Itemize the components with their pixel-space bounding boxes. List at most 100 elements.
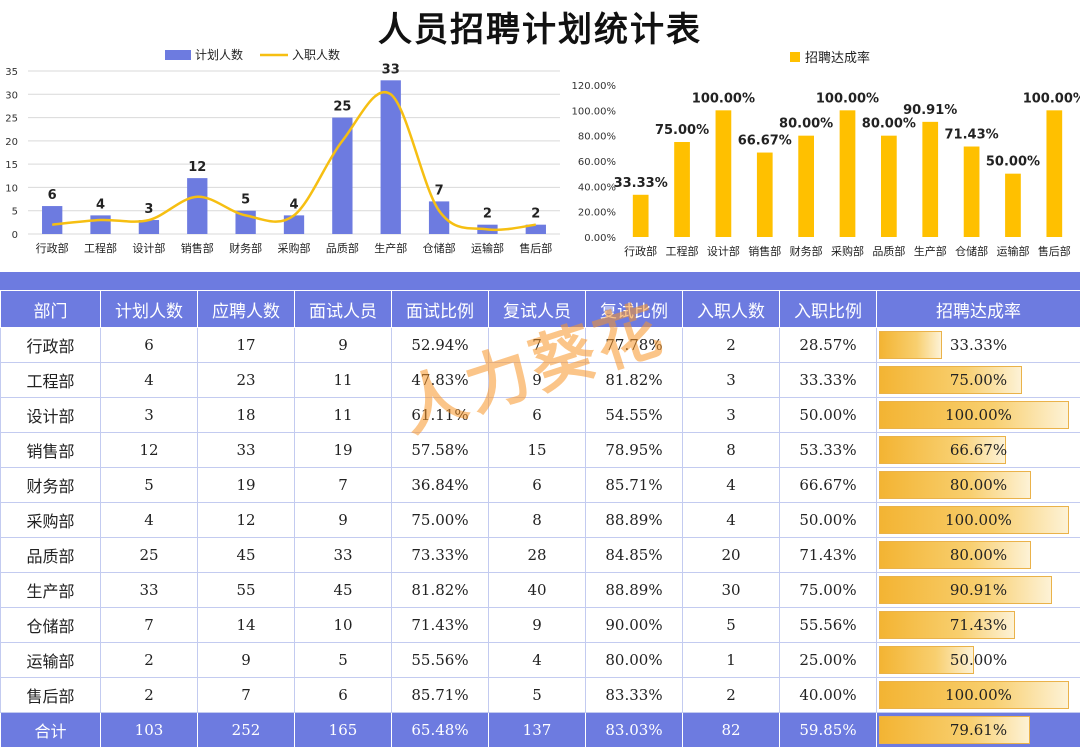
page-title: 人员招聘计划统计表 — [378, 10, 702, 50]
table-cell: 83.33% — [585, 677, 683, 713]
table-row: 售后部 2 7 6 85.71% 5 83.33% 2 40.00% 100.00% — [0, 677, 1080, 713]
bar-plan — [283, 215, 305, 234]
table-cell: 4 — [100, 502, 198, 538]
rate-value: 80.00% — [949, 546, 1008, 564]
y-tick-label: 0.00% — [584, 233, 616, 244]
bar-rate — [756, 152, 773, 237]
table-cell: 33 — [294, 537, 392, 573]
table-cell: 6 — [488, 467, 586, 503]
table-row: 生产部 33 55 45 81.82% 40 88.89% 30 75.00% 90.91% — [0, 572, 1080, 608]
rate-databar — [879, 331, 942, 359]
x-tick-label: 售后部 — [519, 241, 552, 255]
rate-databar — [879, 681, 1069, 709]
y-tick-label: 120.00% — [572, 81, 617, 92]
bar-rate — [798, 135, 814, 237]
x-tick-label: 工程部 — [84, 241, 117, 255]
table-cell: 6 — [488, 397, 586, 433]
table-cell: 19 — [197, 467, 295, 503]
table-cell: 5 — [488, 677, 586, 713]
x-tick-label: 销售部 — [181, 241, 214, 255]
table-cell: 75.00% — [391, 502, 489, 538]
bar-data-label: 80.00% — [862, 117, 916, 132]
rate-cell: 90.91% — [876, 572, 1080, 608]
rate-databar — [879, 716, 1030, 744]
legend-label-plan: 计划人数 — [195, 47, 243, 62]
x-tick-label: 设计部 — [707, 244, 740, 258]
dept-cell: 售后部 — [0, 677, 101, 713]
table-cell: 1 — [682, 642, 780, 678]
recruit-table: 部门 计划人数 应聘人数 面试人员 面试比例 复试人员 复试比例 入职人数 入职比例 招聘达成率 … — [0, 290, 1080, 748]
table-row: 品质部 25 45 33 73.33% 28 84.85% 20 71.43% 80.00% — [0, 537, 1080, 573]
table-cell: 47.83% — [391, 362, 489, 398]
table-cell: 6 — [100, 327, 198, 363]
column-header: 面试比例 — [391, 290, 489, 328]
table-cell: 52.94% — [391, 327, 489, 363]
bar-data-label: 66.67% — [738, 134, 792, 149]
table-cell: 10 — [294, 607, 392, 643]
dept-cell: 品质部 — [0, 537, 101, 573]
rate-value: 90.91% — [949, 581, 1008, 599]
table-cell: 4 — [682, 467, 780, 503]
table-cell: 4 — [682, 502, 780, 538]
bar-data-label: 12 — [188, 160, 206, 175]
bar-data-label: 4 — [289, 197, 298, 212]
bar-data-label: 4 — [96, 197, 105, 212]
bar-data-label: 50.00% — [986, 155, 1040, 170]
rate-value: 80.00% — [949, 476, 1008, 494]
table-header-row: 部门 计划人数 应聘人数 面试人员 面试比例 复试人员 复试比例 入职人数 入职比例 招聘达成率 — [0, 290, 1080, 328]
divider-band — [0, 272, 1080, 290]
bar-rate — [715, 110, 732, 237]
bar-plan — [187, 178, 208, 234]
y-tick-label: 35 — [5, 67, 18, 78]
table-cell: 5 — [682, 607, 780, 643]
table-cell: 7 — [197, 677, 295, 713]
table-cell: 8 — [488, 502, 586, 538]
bar-plan — [428, 201, 450, 234]
table-cell: 45 — [197, 537, 295, 573]
rate-value: 66.67% — [949, 441, 1008, 459]
x-tick-label: 运输部 — [471, 241, 504, 255]
table-cell: 90.00% — [585, 607, 683, 643]
bar-rate — [963, 146, 980, 237]
bar-data-label: 71.43% — [945, 128, 999, 143]
bar-rate — [674, 142, 690, 237]
table-cell: 84.85% — [585, 537, 683, 573]
rate-databar — [879, 576, 1052, 604]
table-cell: 80.00% — [585, 642, 683, 678]
bar-data-label: 3 — [144, 202, 153, 217]
x-tick-label: 生产部 — [914, 244, 947, 258]
table-cell: 9 — [294, 502, 392, 538]
y-tick-label: 10 — [5, 183, 18, 194]
table-cell: 12 — [100, 432, 198, 468]
rate-value: 100.00% — [945, 511, 1012, 529]
rate-cell: 75.00% — [876, 362, 1080, 398]
table-cell: 82 — [682, 712, 780, 748]
rate-databar — [879, 401, 1069, 429]
table-cell: 2 — [100, 642, 198, 678]
table-cell: 57.58% — [391, 432, 489, 468]
recruit-rate-chart: 0.00% 20.00% 40.00% 60.00% 80.00% 100.00% 120.… — [572, 50, 1080, 258]
table-row: 采购部 4 12 9 75.00% 8 88.89% 4 50.00% 100.00% — [0, 502, 1080, 538]
rate-databar — [879, 611, 1015, 639]
dept-cell: 财务部 — [0, 467, 101, 503]
column-header: 复试人员 — [488, 290, 586, 328]
y-tick-label: 20 — [5, 137, 18, 148]
bar-plan — [332, 117, 353, 234]
x-tick-label: 生产部 — [374, 241, 407, 255]
x-tick-label: 售后部 — [1038, 244, 1071, 258]
table-cell: 65.48% — [391, 712, 489, 748]
bar-rate — [881, 135, 897, 237]
table-cell: 55.56% — [779, 607, 877, 643]
x-tick-label: 采购部 — [278, 241, 311, 255]
table-cell: 19 — [294, 432, 392, 468]
dept-cell: 运输部 — [0, 642, 101, 678]
table-cell: 81.82% — [585, 362, 683, 398]
table-cell: 2 — [682, 677, 780, 713]
column-header: 部门 — [0, 290, 101, 328]
table-cell: 5 — [294, 642, 392, 678]
table-cell: 12 — [197, 502, 295, 538]
dept-cell: 销售部 — [0, 432, 101, 468]
dept-cell: 采购部 — [0, 502, 101, 538]
table-cell: 7 — [294, 467, 392, 503]
table-cell: 61.11% — [391, 397, 489, 433]
